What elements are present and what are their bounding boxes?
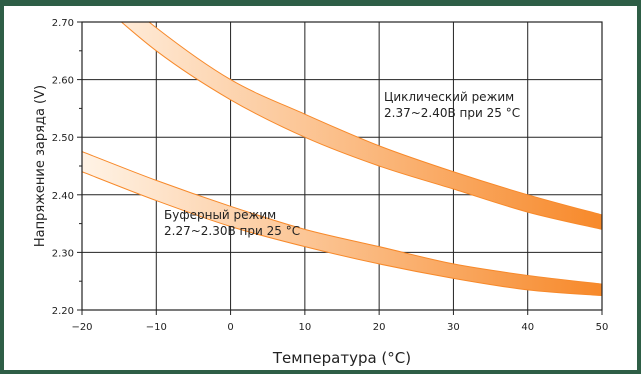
series-annotation-title: Буферный режим xyxy=(164,208,276,222)
grid-lines xyxy=(82,22,602,310)
x-tick-label: 20 xyxy=(373,322,386,333)
band-cyclic xyxy=(120,22,602,230)
annotations: Циклический режим 2.37~2.40В при 25 °C Буф… xyxy=(164,90,520,238)
y-tick-label: 2.40 xyxy=(52,191,74,202)
x-tick-label: 10 xyxy=(298,322,311,333)
series-annotation-title: Циклический режим xyxy=(384,90,514,104)
data-bands xyxy=(82,22,602,297)
series-annotation-range: 2.37~2.40В при 25 °C xyxy=(384,106,520,120)
band-buffer xyxy=(82,151,602,297)
charge-voltage-chart: −20 −10 0 10 20 30 40 50 2.20 2.30 2.40 2.50 2.60 2.7… xyxy=(33,18,609,367)
x-axis-title: Температура (°C) xyxy=(272,349,411,367)
x-tick-label: −10 xyxy=(146,322,167,333)
series-annotation-range: 2.27~2.30В при 25 °C xyxy=(164,224,300,238)
x-tick-label: −20 xyxy=(71,322,92,333)
y-tick-label: 2.30 xyxy=(52,248,74,259)
x-tick-label: 0 xyxy=(227,322,233,333)
x-tick-label: 50 xyxy=(596,322,609,333)
plot-border xyxy=(81,21,603,311)
x-tick-label: 30 xyxy=(447,322,460,333)
y-tick-label: 2.60 xyxy=(52,76,74,87)
y-tick-label: 2.50 xyxy=(52,133,74,144)
tick-labels: −20 −10 0 10 20 30 40 50 2.20 2.30 2.40 2.50 2.60 2.7… xyxy=(52,18,609,333)
axis-ticks xyxy=(77,21,603,315)
x-tick-label: 40 xyxy=(521,322,534,333)
y-axis-title: Напряжение заряда (V) xyxy=(33,85,48,247)
y-tick-label: 2.70 xyxy=(52,18,74,29)
y-tick-label: 2.20 xyxy=(52,306,74,317)
